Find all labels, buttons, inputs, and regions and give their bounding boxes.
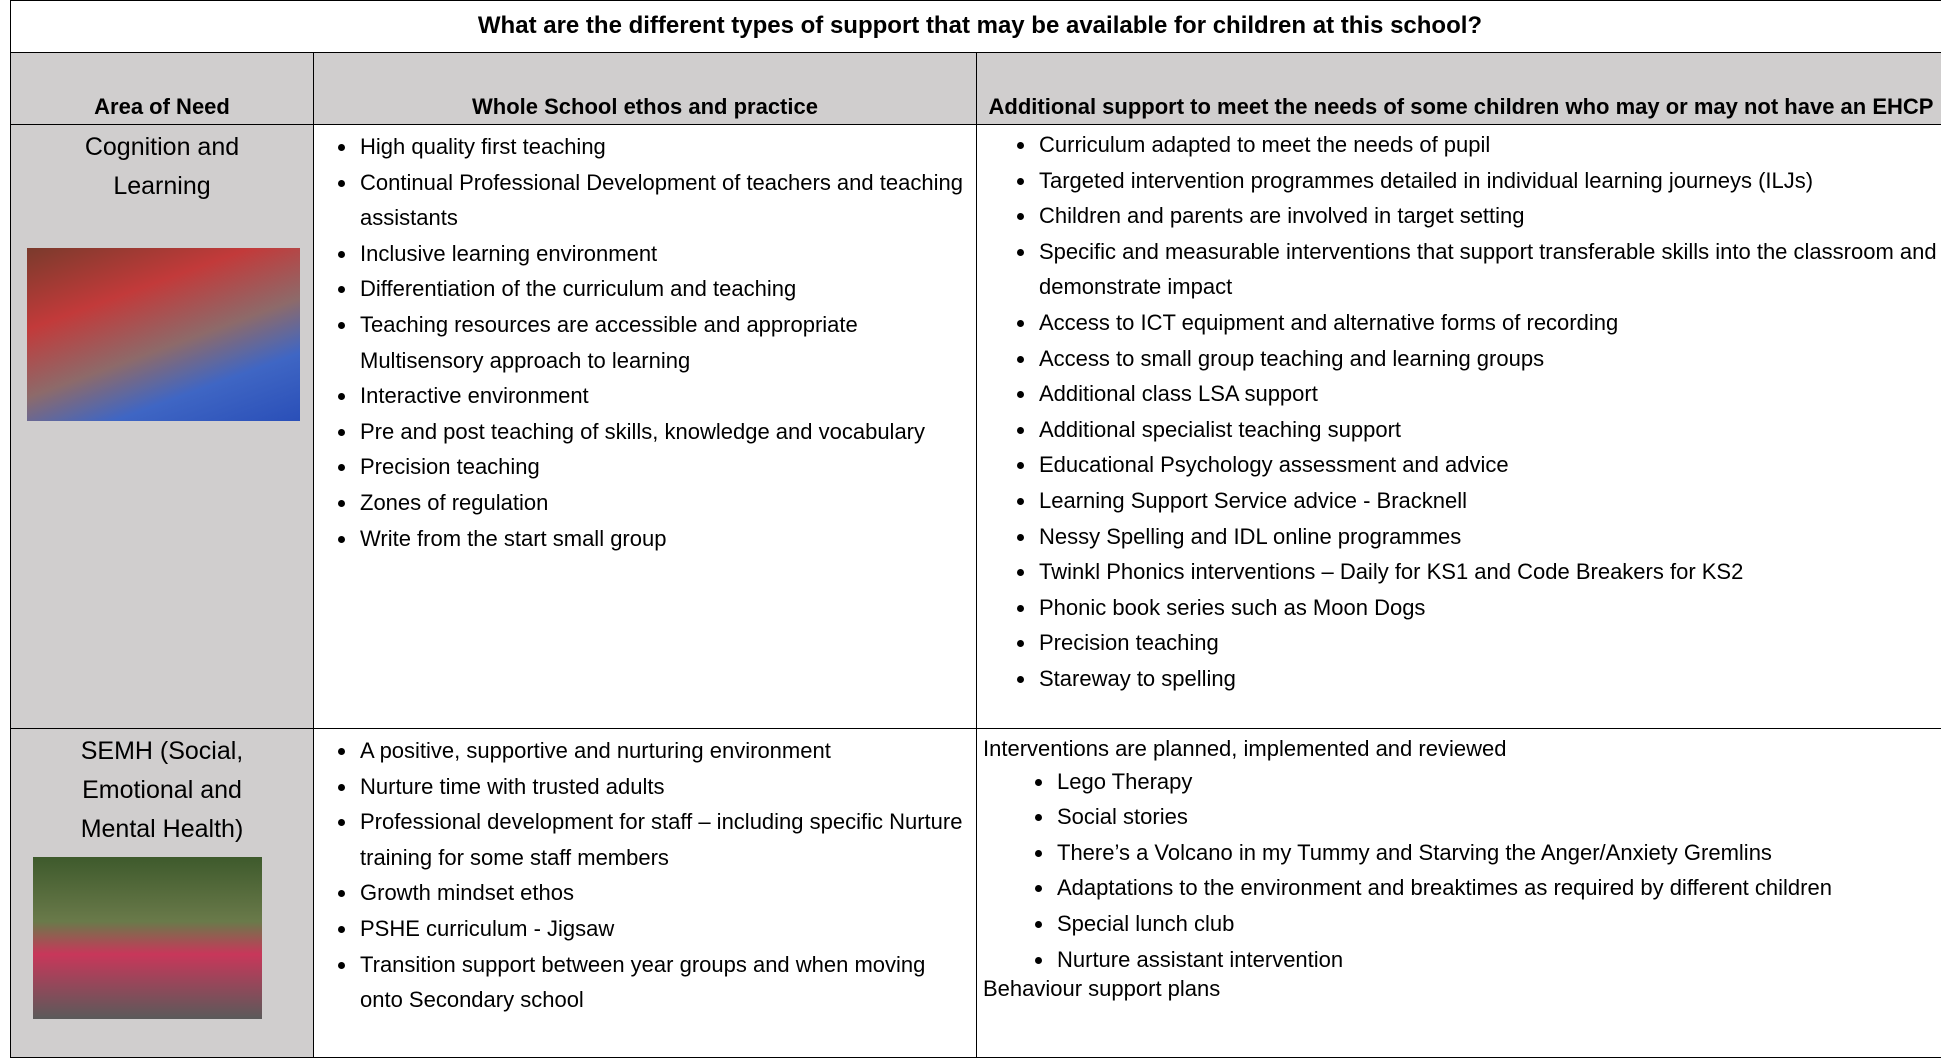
photo: [27, 248, 300, 421]
bullet-item: Adaptations to the environment and break…: [1055, 870, 1941, 906]
bullet-item: Transition support between year groups a…: [358, 947, 968, 1018]
table-title: What are the different types of support …: [10, 0, 1941, 53]
whole-school-cell: High quality first teachingContinual Pro…: [313, 124, 977, 729]
bullet-list: Curriculum adapted to meet the needs of …: [991, 127, 1941, 697]
bullet-item: Zones of regulation: [358, 485, 968, 521]
bullet-item: Additional specialist teaching support: [1037, 412, 1941, 448]
additional-cell: Curriculum adapted to meet the needs of …: [976, 124, 1941, 729]
bullet-item: Nessy Spelling and IDL online programmes: [1037, 519, 1941, 555]
bullet-item: Precision teaching: [1037, 625, 1941, 661]
bullet-item: Access to small group teaching and learn…: [1037, 341, 1941, 377]
bullet-item: Stareway to spelling: [1037, 661, 1941, 697]
bullet-item: Write from the start small group: [358, 521, 968, 557]
bullet-item: Professional development for staff – inc…: [358, 804, 968, 875]
intro-text: Interventions are planned, implemented a…: [983, 736, 1507, 761]
bullet-item: Nurture time with trusted adults: [358, 769, 968, 805]
outro-text: Behaviour support plans: [983, 976, 1221, 1002]
bullet-item: PSHE curriculum - Jigsaw: [358, 911, 968, 947]
bullet-list: High quality first teachingContinual Pro…: [314, 129, 968, 556]
bullet-item: Specific and measurable interventions th…: [1037, 234, 1941, 305]
bullet-item: Access to ICT equipment and alternative …: [1037, 305, 1941, 341]
bullet-item: Teaching resources are accessible and ap…: [358, 307, 968, 378]
column-header: Whole School ethos and practice: [313, 52, 977, 125]
additional-cell: Interventions are planned, implemented a…: [976, 728, 1941, 1058]
bullet-item: Continual Professional Development of te…: [358, 165, 968, 236]
bullet-item: Lego Therapy: [1055, 764, 1941, 800]
bullet-item: Targeted intervention programmes detaile…: [1037, 163, 1941, 199]
header-text: Area of Need: [94, 94, 230, 119]
photo: [33, 857, 262, 1019]
header-text: Additional support to meet the needs of …: [988, 94, 1934, 119]
bullet-list: Lego TherapySocial storiesThere’s a Volc…: [991, 764, 1941, 978]
bullet-list: A positive, supportive and nurturing env…: [314, 733, 968, 1018]
bullet-item: Special lunch club: [1055, 906, 1941, 942]
bullet-item: Nurture assistant intervention: [1055, 942, 1941, 978]
bullet-item: Curriculum adapted to meet the needs of …: [1037, 127, 1941, 163]
area-name: Cognition and Learning: [84, 133, 240, 200]
bullet-item: Additional class LSA support: [1037, 376, 1941, 412]
bullet-item: A positive, supportive and nurturing env…: [358, 733, 968, 769]
bullet-item: Differentiation of the curriculum and te…: [358, 271, 968, 307]
bullet-item: Social stories: [1055, 799, 1941, 835]
bullet-item: Pre and post teaching of skills, knowled…: [358, 414, 968, 450]
area-cell: Cognition and Learning: [10, 124, 314, 729]
bullet-item: Interactive environment: [358, 378, 968, 414]
bullet-item: There’s a Volcano in my Tummy and Starvi…: [1055, 835, 1941, 871]
bullet-item: Inclusive learning environment: [358, 236, 968, 272]
bullet-item: Precision teaching: [358, 449, 968, 485]
bullet-item: Phonic book series such as Moon Dogs: [1037, 590, 1941, 626]
bullet-item: Children and parents are involved in tar…: [1037, 198, 1941, 234]
bullet-item: Learning Support Service advice - Brackn…: [1037, 483, 1941, 519]
whole-school-cell: A positive, supportive and nurturing env…: [313, 728, 977, 1058]
column-header: Area of Need: [10, 52, 314, 125]
bullet-item: Growth mindset ethos: [358, 875, 968, 911]
bullet-item: Twinkl Phonics interventions – Daily for…: [1037, 554, 1941, 590]
bullet-item: High quality first teaching: [358, 129, 968, 165]
area-name: SEMH (Social, Emotional and Mental Healt…: [80, 737, 244, 843]
bullet-item: Educational Psychology assessment and ad…: [1037, 447, 1941, 483]
header-text: Whole School ethos and practice: [472, 94, 818, 119]
column-header: Additional support to meet the needs of …: [976, 52, 1941, 125]
